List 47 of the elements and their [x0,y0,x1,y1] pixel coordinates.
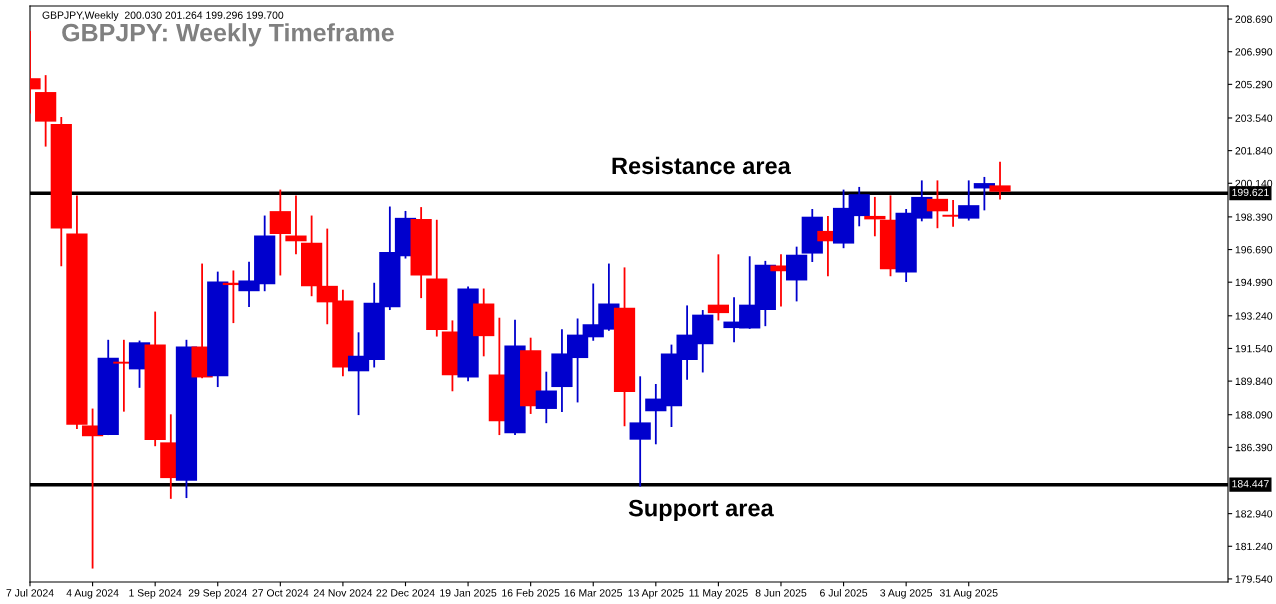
x-tick-label: 16 Feb 2025 [502,588,560,597]
x-tick-label: 1 Sep 2024 [129,589,182,599]
ref-line-label: Support area [628,499,774,522]
y-tick-label: 205.290 [1235,80,1273,89]
y-tick-label: 193.240 [1235,312,1273,320]
y-tick-label: 182.940 [1235,510,1273,518]
x-tick-label: 8 Jun 2025 [755,589,807,597]
annotation: 199.621 [1232,188,1269,197]
y-tick-label: 186.390 [1235,443,1273,452]
x-tick-label: 7 Jul 2024 [6,588,54,597]
x-tick-label: 29 Sep 2024 [188,589,247,599]
candlestick [285,194,307,256]
text: GBPJPY: Weekly Timeframe [62,23,394,47]
x-tick-label: 4 Aug 2024 [66,589,119,599]
y-tick-label: 181.240 [1235,542,1273,551]
y-tick-label: 198.390 [1235,213,1273,221]
annotation: 184.447 [1232,480,1269,488]
candlestick [958,179,980,222]
candlestick [989,160,1011,201]
y-tick-label: 179.540 [1235,575,1273,583]
x-tick-label: 27 Oct 2024 [252,589,309,597]
x-tick-label: 24 Nov 2024 [313,589,373,597]
x-tick-label: 11 May 2025 [689,589,748,599]
x-tick-label: 13 Apr 2025 [628,589,684,599]
y-tick-label: 203.540 [1235,114,1273,122]
y-tick-label: 200.140 [1235,179,1273,188]
x-tick-label: 6 Jul 2025 [820,588,868,597]
y-tick-label: 189.840 [1235,377,1273,385]
y-tick-label: 208.690 [1235,15,1273,23]
candlestick [535,370,557,425]
annotation: GBPJPY,Weekly 200.030 201.264 199.296 199.700 [42,11,284,21]
y-tick-label: 196.690 [1235,246,1273,254]
y-tick-label: 191.540 [1235,344,1273,353]
x-tick-label: 16 Mar 2025 [564,589,623,597]
y-tick-label: 206.990 [1235,48,1273,56]
ref-line-label: Resistance area [612,156,791,175]
y-tick-label: 194.990 [1235,278,1273,287]
candlestick [707,253,730,322]
x-tick-label: 3 Aug 2025 [880,589,933,599]
y-tick-label: 188.090 [1235,411,1273,419]
x-tick-label: 31 Aug 2025 [939,589,998,599]
x-tick-label: 22 Dec 2024 [376,589,435,597]
candlestick [629,375,651,488]
y-tick-label: 201.840 [1235,147,1273,155]
candlestick [926,179,949,230]
candlestick [269,188,291,277]
x-tick-label: 19 Jan 2025 [440,589,497,597]
